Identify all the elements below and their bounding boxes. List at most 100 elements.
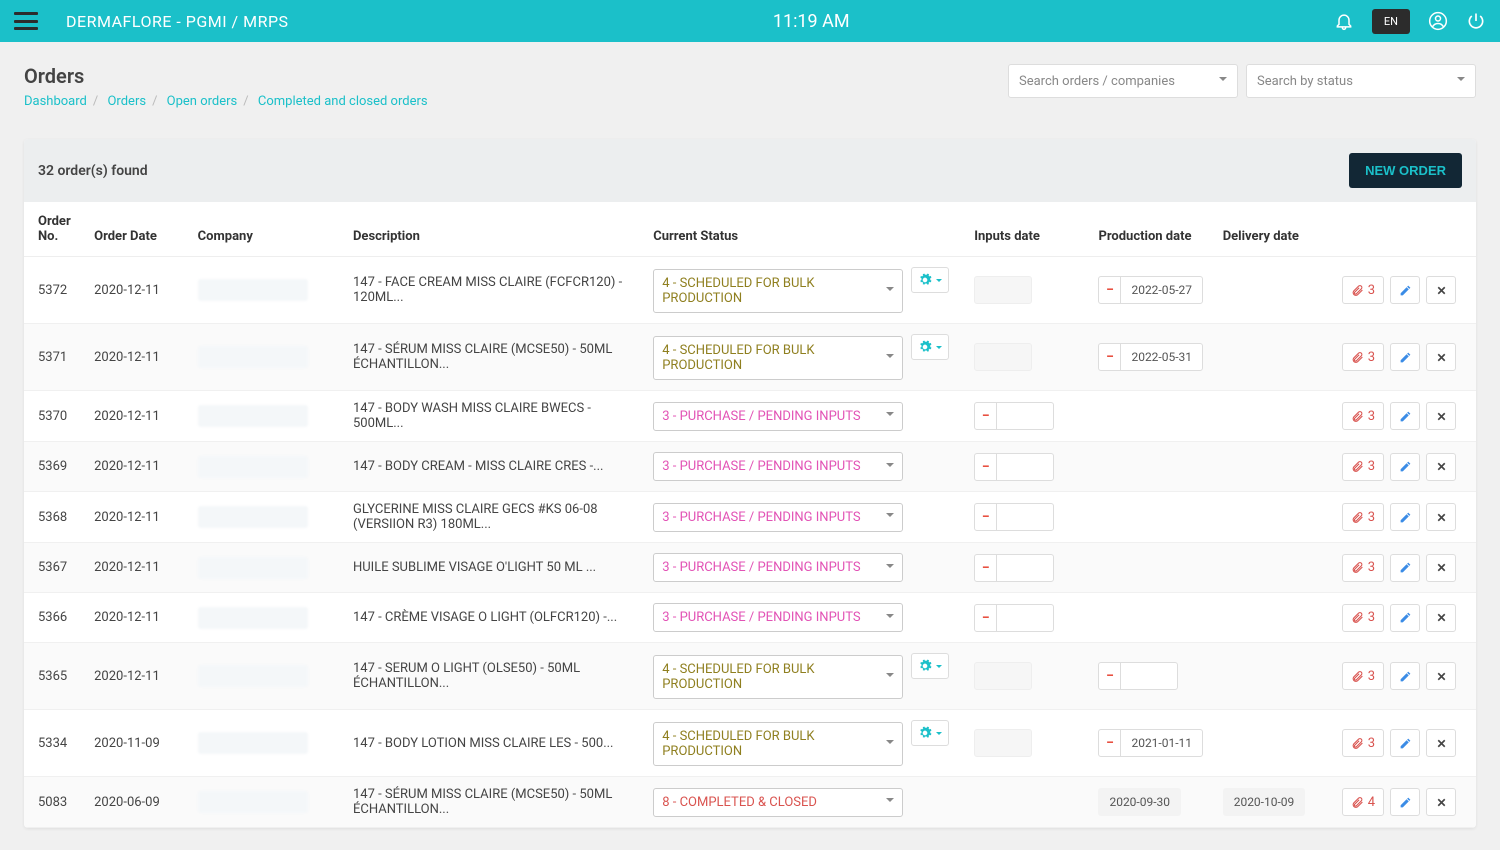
minus-icon[interactable]: − (1099, 730, 1121, 756)
inputs-date-box[interactable] (974, 276, 1032, 304)
status-select[interactable]: 3 - PURCHASE / PENDING INPUTS (653, 503, 903, 532)
inputs-date-box[interactable] (974, 662, 1032, 690)
minus-icon[interactable]: − (1099, 344, 1121, 370)
edit-button[interactable] (1390, 453, 1420, 481)
edit-button[interactable] (1390, 402, 1420, 430)
cell-description: 147 - SÉRUM MISS CLAIRE (MCSE50) - 50ML … (345, 324, 645, 391)
breadcrumb-open-orders[interactable]: Open orders (167, 94, 238, 109)
breadcrumb-completed[interactable]: Completed and closed orders (258, 94, 428, 109)
attachments-button[interactable]: 3 (1342, 662, 1384, 690)
gear-button[interactable] (911, 267, 949, 293)
cell-company (190, 492, 345, 543)
minus-icon[interactable]: − (975, 454, 997, 480)
power-icon[interactable] (1466, 11, 1486, 31)
edit-button[interactable] (1390, 276, 1420, 304)
status-select[interactable]: 4 - SCHEDULED FOR BULK PRODUCTION (653, 336, 903, 380)
language-badge[interactable]: EN (1372, 9, 1410, 34)
cell-description: 147 - BODY CREAM - MISS CLAIRE CRES -... (345, 442, 645, 492)
bell-icon[interactable] (1334, 11, 1354, 31)
delete-button[interactable] (1426, 729, 1456, 757)
status-select[interactable]: 3 - PURCHASE / PENDING INPUTS (653, 603, 903, 632)
user-icon[interactable] (1428, 11, 1448, 31)
status-select[interactable]: 3 - PURCHASE / PENDING INPUTS (653, 402, 903, 431)
menu-toggle[interactable] (14, 12, 38, 30)
topbar: DERMAFLORE - PGMI / MRPS 11:19 AM EN (0, 0, 1500, 42)
cell-description: 147 - CRÈME VISAGE O LIGHT (OLFCR120) -.… (345, 593, 645, 643)
delete-button[interactable] (1426, 343, 1456, 371)
minus-icon[interactable]: − (1099, 663, 1121, 689)
edit-button[interactable] (1390, 788, 1420, 816)
inputs-date-box[interactable] (974, 343, 1032, 371)
status-select[interactable]: 8 - COMPLETED & CLOSED (653, 788, 903, 817)
search-orders-select[interactable]: Search orders / companies (1008, 64, 1238, 98)
delete-button[interactable] (1426, 788, 1456, 816)
production-date-box[interactable]: −2022-05-31 (1098, 343, 1203, 371)
cell-delivery (1215, 492, 1329, 543)
status-select[interactable]: 4 - SCHEDULED FOR BULK PRODUCTION (653, 269, 903, 313)
table-row: 53652020-12-11147 - SERUM O LIGHT (OLSE5… (24, 643, 1476, 710)
breadcrumb-dashboard[interactable]: Dashboard (24, 94, 87, 109)
cell-inputs (966, 257, 1090, 324)
minus-icon[interactable]: − (975, 555, 997, 581)
cell-actions: 3 (1329, 593, 1476, 643)
cell-production: 2020-09-30 (1090, 777, 1214, 828)
edit-button[interactable] (1390, 554, 1420, 582)
attachments-button[interactable]: 3 (1342, 503, 1384, 531)
minus-icon[interactable]: − (975, 504, 997, 530)
breadcrumb-orders[interactable]: Orders (107, 94, 146, 109)
cell-status: 3 - PURCHASE / PENDING INPUTS (645, 593, 966, 643)
production-date-box[interactable]: −2022-05-27 (1098, 276, 1203, 304)
production-date-box[interactable]: −2021-01-11 (1098, 729, 1203, 757)
inputs-date-box[interactable]: − (974, 604, 1054, 632)
delete-button[interactable] (1426, 604, 1456, 632)
delete-button[interactable] (1426, 276, 1456, 304)
inputs-date-box[interactable]: − (974, 503, 1054, 531)
cell-inputs (966, 777, 1090, 828)
cell-inputs: − (966, 442, 1090, 492)
attachments-button[interactable]: 3 (1342, 453, 1384, 481)
gear-button[interactable] (911, 720, 949, 746)
inputs-date-box[interactable]: − (974, 453, 1054, 481)
search-status-select[interactable]: Search by status (1246, 64, 1476, 98)
attachments-button[interactable]: 3 (1342, 729, 1384, 757)
col-description: Description (345, 202, 645, 257)
minus-icon[interactable]: − (975, 605, 997, 631)
status-select[interactable]: 3 - PURCHASE / PENDING INPUTS (653, 553, 903, 582)
gear-button[interactable] (911, 653, 949, 679)
attachments-button[interactable]: 3 (1342, 554, 1384, 582)
delete-button[interactable] (1426, 554, 1456, 582)
status-select[interactable]: 4 - SCHEDULED FOR BULK PRODUCTION (653, 655, 903, 699)
edit-button[interactable] (1390, 662, 1420, 690)
new-order-button[interactable]: NEW ORDER (1349, 153, 1462, 188)
col-order-date: Order Date (86, 202, 190, 257)
minus-icon[interactable]: − (1099, 277, 1121, 303)
minus-icon[interactable]: − (975, 403, 997, 429)
edit-button[interactable] (1390, 343, 1420, 371)
production-date-box[interactable]: − (1098, 662, 1178, 690)
delete-button[interactable] (1426, 662, 1456, 690)
cell-order-no: 5369 (24, 442, 86, 492)
attachments-button[interactable]: 3 (1342, 402, 1384, 430)
cell-company (190, 442, 345, 492)
edit-button[interactable] (1390, 604, 1420, 632)
inputs-date-box[interactable]: − (974, 554, 1054, 582)
edit-button[interactable] (1390, 503, 1420, 531)
status-select[interactable]: 3 - PURCHASE / PENDING INPUTS (653, 452, 903, 481)
status-select[interactable]: 4 - SCHEDULED FOR BULK PRODUCTION (653, 722, 903, 766)
attachments-button[interactable]: 3 (1342, 604, 1384, 632)
inputs-date-box[interactable]: − (974, 402, 1054, 430)
attachments-button[interactable]: 3 (1342, 276, 1384, 304)
delete-button[interactable] (1426, 503, 1456, 531)
table-row: 53342020-11-09147 - BODY LOTION MISS CLA… (24, 710, 1476, 777)
edit-button[interactable] (1390, 729, 1420, 757)
gear-button[interactable] (911, 334, 949, 360)
cell-production (1090, 492, 1214, 543)
delete-button[interactable] (1426, 402, 1456, 430)
cell-order-date: 2020-12-11 (86, 543, 190, 593)
inputs-date-box[interactable] (974, 729, 1032, 757)
delete-button[interactable] (1426, 453, 1456, 481)
production-date-box: 2020-09-30 (1098, 788, 1181, 816)
attachments-button[interactable]: 3 (1342, 343, 1384, 371)
attachments-button[interactable]: 4 (1342, 788, 1384, 816)
breadcrumb: Dashboard/ Orders/ Open orders/ Complete… (24, 94, 428, 109)
